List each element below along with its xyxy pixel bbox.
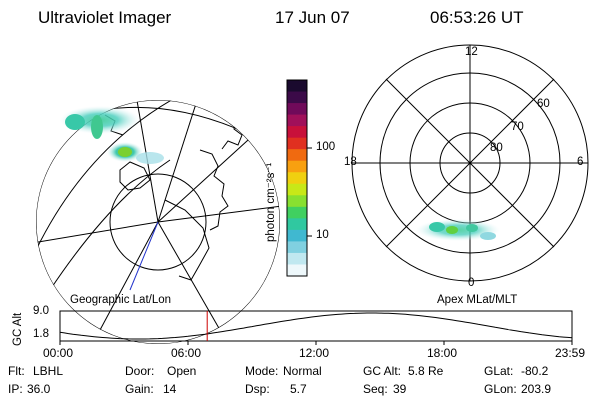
colorbar-unit-label: photon cm⁻²s⁻¹ — [265, 162, 277, 242]
mlat-label-80: 80 — [490, 142, 503, 154]
status-glat-value: -80.2 — [521, 364, 549, 378]
status-dsp-value: 5.7 — [290, 382, 307, 396]
mlt-label-6: 6 — [577, 156, 584, 168]
status-dsp-key: Dsp: — [245, 382, 270, 396]
colorbar-tick-10: 10 — [316, 229, 329, 241]
status-gain-key: Gain: — [125, 382, 154, 396]
mlt-label-12: 12 — [465, 46, 478, 58]
status-door-key: Door: — [125, 364, 155, 378]
colorbar-segment — [287, 103, 307, 116]
x-tick-0600: 06:00 — [171, 346, 202, 360]
altitude-ytick-low: 1.8 — [33, 328, 49, 340]
status-gcalt-key: GC Alt: — [363, 364, 402, 378]
status-filter-value: LBHL — [33, 364, 64, 378]
colorbar-segment — [287, 160, 307, 173]
colorbar-segment — [287, 252, 307, 265]
colorbar-segment — [287, 206, 307, 219]
altitude-ytick-high: 9.0 — [33, 305, 49, 317]
status-ip-key: IP: — [8, 382, 23, 396]
polar-plot — [351, 44, 589, 282]
colorbar-segment — [287, 126, 307, 139]
x-tick-0000: 00:00 — [43, 346, 74, 360]
colorbar-tick-100: 100 — [316, 141, 336, 153]
status-seq-value: 39 — [393, 382, 407, 396]
instrument-title: Ultraviolet Imager — [38, 8, 172, 27]
status-glat-key: GLat: — [484, 364, 514, 378]
date-label: 17 Jun 07 — [275, 8, 350, 27]
status-mode-value: Normal — [283, 364, 322, 378]
latitude-circle — [109, 173, 207, 271]
mlat-label-70: 70 — [511, 121, 524, 133]
geographic-map — [36, 100, 280, 344]
status-glon-value: 203.9 — [521, 382, 552, 396]
altitude-plot — [59, 310, 573, 345]
aurora-emission-left — [60, 106, 164, 164]
colorbar-segment — [287, 149, 307, 162]
colorbar-segment — [287, 114, 307, 127]
colorbar-segment — [287, 137, 307, 150]
status-glon-key: GLon: — [484, 382, 517, 396]
aurora-emission-right — [416, 219, 500, 241]
geographic-projection-label: Geographic Lat/Lon — [70, 294, 172, 306]
colorbar-segment — [287, 183, 307, 196]
mlt-label-18: 18 — [344, 156, 357, 168]
colorbar-segment — [287, 91, 307, 104]
status-mode-key: Mode: — [245, 364, 279, 378]
status-ip-value: 36.0 — [27, 382, 51, 396]
status-filter-key: Flt: — [8, 364, 25, 378]
status-gain-value: 14 — [163, 382, 177, 396]
status-gcalt-value: 5.8 Re — [408, 364, 444, 378]
colorbar-segment — [287, 264, 307, 277]
status-door-value: Open — [167, 364, 197, 378]
colorbar-segment — [287, 172, 307, 185]
colorbar-segment — [287, 80, 307, 93]
colorbar-segment — [287, 229, 307, 242]
x-tick-2359: 23:59 — [555, 346, 586, 360]
colorbar-segment — [287, 218, 307, 231]
colorbar — [286, 79, 312, 277]
time-label: 06:53:26 UT — [430, 8, 524, 27]
spacecraft-nadir-line — [129, 221, 159, 291]
colorbar-segment — [287, 241, 307, 254]
x-tick-1800: 18:00 — [427, 346, 458, 360]
altitude-ylabel: GC Alt — [12, 312, 24, 346]
apex-projection-label: Apex MLat/MLT — [437, 294, 518, 306]
mlt-label-0: 0 — [468, 277, 475, 289]
mlat-label-60: 60 — [537, 98, 550, 110]
status-seq-key: Seq: — [363, 382, 388, 396]
x-tick-1200: 12:00 — [299, 346, 330, 360]
colorbar-segment — [287, 195, 307, 208]
